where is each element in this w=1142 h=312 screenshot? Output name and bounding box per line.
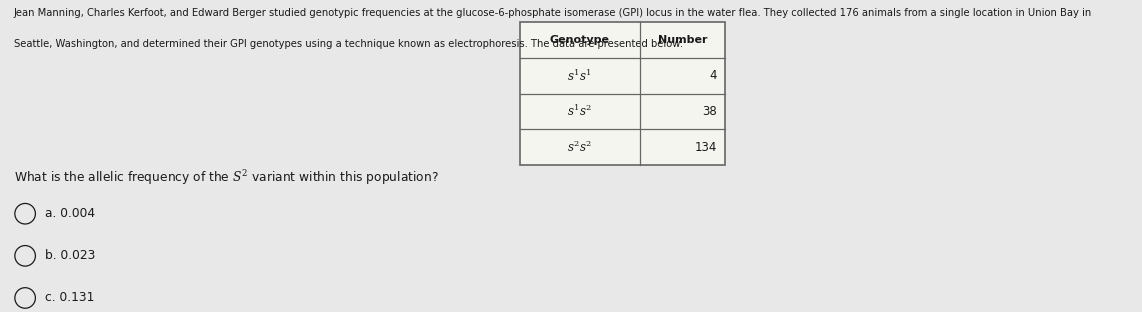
Text: c. 0.131: c. 0.131 — [45, 291, 94, 305]
Text: Jean Manning, Charles Kerfoot, and Edward Berger studied genotypic frequencies a: Jean Manning, Charles Kerfoot, and Edwar… — [14, 8, 1092, 18]
Text: 38: 38 — [702, 105, 717, 118]
Text: Genotype: Genotype — [549, 35, 610, 45]
Text: 134: 134 — [694, 141, 717, 154]
Text: $s^2s^2$: $s^2s^2$ — [566, 139, 593, 155]
Text: 4: 4 — [709, 69, 717, 82]
Text: What is the allelic frequency of the $S^2$ variant within this population?: What is the allelic frequency of the $S^… — [14, 168, 439, 188]
Bar — [520, 22, 725, 165]
Text: $s^1s^2$: $s^1s^2$ — [566, 104, 593, 119]
Text: Number: Number — [658, 35, 707, 45]
Text: b. 0.023: b. 0.023 — [45, 249, 95, 262]
Text: $s^1s^1$: $s^1s^1$ — [568, 68, 592, 84]
Text: a. 0.004: a. 0.004 — [45, 207, 95, 220]
Text: Seattle, Washington, and determined their GPI genotypes using a technique known : Seattle, Washington, and determined thei… — [14, 39, 683, 49]
